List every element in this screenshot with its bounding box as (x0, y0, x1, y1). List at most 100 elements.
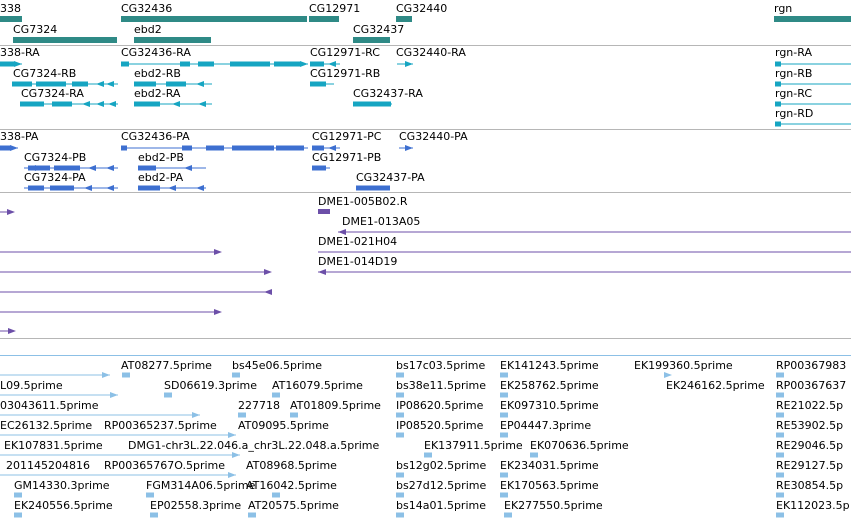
transcript-label[interactable]: ebd2-RA (134, 87, 181, 100)
est-label[interactable]: EK258762.5prime (500, 379, 599, 392)
gene-bar[interactable] (0, 16, 22, 22)
transcript-rna-track: 338-RA CG7324-RB CG7324-RA CG32436-RA eb… (0, 46, 851, 129)
protein-label[interactable]: ebd2-PA (138, 171, 184, 184)
transcript-label[interactable]: rgn-RC (775, 87, 813, 100)
est-label[interactable]: bs38e11.5prime (396, 379, 487, 392)
est-label[interactable]: bs45e06.5prime (232, 359, 323, 372)
gene-label[interactable]: 338 (0, 2, 21, 15)
clone-label[interactable]: DME1-021H04 (318, 235, 398, 248)
est-label[interactable]: 201145204816 (6, 459, 90, 472)
est-label[interactable]: EK277550.5prime (504, 499, 603, 512)
est-label[interactable]: EP02558.3prime (150, 499, 242, 512)
est-label[interactable]: bs12g02.5prime (396, 459, 487, 472)
est-label[interactable]: EK170563.5prime (500, 479, 599, 492)
est-label[interactable]: EC26132.5prime (0, 419, 93, 432)
gene-label[interactable]: CG32440 (396, 2, 448, 15)
transcript-label[interactable]: rgn-RA (775, 46, 812, 59)
transcript-label[interactable]: CG12971-RC (310, 46, 380, 59)
gene-label[interactable]: CG12971 (309, 2, 361, 15)
protein-label[interactable]: 338-PA (0, 130, 39, 143)
transcript-label[interactable]: CG7324-RB (13, 67, 77, 80)
est-label[interactable]: EK097310.5prime (500, 399, 599, 412)
transcript-label[interactable]: 338-RA (0, 46, 40, 59)
est-label[interactable]: SD06619.3prime (164, 379, 257, 392)
est-label[interactable]: FGM314A06.5prime (146, 479, 256, 492)
transcript-label[interactable]: CG32436-RA (121, 46, 191, 59)
transcript-label[interactable]: rgn-RB (775, 67, 813, 80)
protein-label[interactable]: CG32437-PA (356, 171, 425, 184)
gene-bar[interactable] (134, 37, 211, 43)
clone-label[interactable]: DME1-005B02.R (318, 195, 408, 208)
est-label[interactable]: RE30854.5p (776, 479, 844, 492)
gene-bar[interactable] (13, 37, 117, 43)
protein-label[interactable]: CG12971-PB (312, 151, 382, 164)
est-label[interactable]: AT16079.5prime (272, 379, 363, 392)
protein-label[interactable]: CG32436-PA (121, 130, 190, 143)
transcript-label[interactable]: CG7324-RA (21, 87, 84, 100)
clone-glyphs (0, 209, 851, 334)
gene-label[interactable]: rgn (774, 2, 793, 15)
est-label[interactable]: EK112023.5p (776, 499, 850, 512)
est-label[interactable]: DMG1-chr3L.22.046.a_chr3L.22.048.a.5prim… (128, 439, 380, 452)
est-label[interactable]: RP00367637 (776, 379, 847, 392)
gene-label[interactable]: CG32436 (121, 2, 173, 15)
est-label[interactable]: RP00365237.5prime (104, 419, 217, 432)
est-label[interactable]: EK246162.5prime (666, 379, 765, 392)
gene-bar[interactable] (121, 16, 307, 22)
transcript-label[interactable]: rgn-RD (775, 107, 814, 120)
gene-label[interactable]: ebd2 (134, 23, 162, 36)
transcript-label[interactable]: CG12971-RB (310, 67, 381, 80)
est-label[interactable]: EK107831.5prime (4, 439, 103, 452)
est-label[interactable]: IP08520.5prime (396, 419, 484, 432)
transcript-label[interactable]: ebd2-RB (134, 67, 181, 80)
protein-label[interactable]: CG7324-PB (24, 151, 87, 164)
clone-track: DME1-005B02.R DME1-013A05 DME1-021H04 DM… (0, 193, 851, 338)
est-label[interactable]: bs27d12.5prime (396, 479, 487, 492)
gene-label[interactable]: CG7324 (13, 23, 58, 36)
transcript-label[interactable]: CG32437-RA (353, 87, 423, 100)
gene-track: 338 CG7324 CG32436 ebd2 CG12971 CG32437 … (0, 0, 851, 45)
transcript-rna-glyphs (0, 61, 851, 127)
protein-label[interactable]: CG32440-PA (399, 130, 468, 143)
est-label[interactable]: EK199360.5prime (634, 359, 733, 372)
est-label[interactable]: RE53902.5p (776, 419, 844, 432)
clone-label[interactable]: DME1-014D19 (318, 255, 398, 268)
est-label[interactable]: EK240556.5prime (14, 499, 113, 512)
est-track: AT08277.5prime bs45e06.5prime bs17c03.5p… (0, 355, 851, 521)
est-label[interactable]: bs17c03.5prime (396, 359, 486, 372)
transcript-protein-track: 338-PA CG7324-PB CG7324-PA CG32436-PA eb… (0, 130, 851, 192)
protein-label[interactable]: ebd2-PB (138, 151, 184, 164)
clone-label[interactable]: DME1-013A05 (342, 215, 421, 228)
est-label[interactable]: bs14a01.5prime (396, 499, 486, 512)
est-label[interactable]: EK141243.5prime (500, 359, 599, 372)
est-label[interactable]: AT08277.5prime (121, 359, 212, 372)
protein-label[interactable]: CG7324-PA (24, 171, 86, 184)
est-label[interactable]: AT08968.5prime (246, 459, 337, 472)
est-label[interactable]: AT20575.5prime (248, 499, 339, 512)
est-label[interactable]: 03043611.5prime (0, 399, 99, 412)
est-label[interactable]: RE29046.5p (776, 439, 844, 452)
est-label[interactable]: EK137911.5prime (424, 439, 523, 452)
protein-label[interactable]: CG12971-PC (312, 130, 382, 143)
transcript-label[interactable]: CG32440-RA (396, 46, 466, 59)
est-label[interactable]: EK234031.5prime (500, 459, 599, 472)
est-label[interactable]: IP08620.5prime (396, 399, 484, 412)
est-label[interactable]: L09.5prime (0, 379, 63, 392)
est-label[interactable]: EK070636.5prime (530, 439, 629, 452)
est-label[interactable]: EP04447.3prime (500, 419, 592, 432)
est-label[interactable]: GM14330.3prime (14, 479, 110, 492)
track-divider (0, 338, 851, 339)
est-label[interactable]: 227718 (238, 399, 280, 412)
est-label[interactable]: AT09095.5prime (238, 419, 329, 432)
est-label[interactable]: AT16042.5prime (246, 479, 337, 492)
est-label[interactable]: AT01809.5prime (290, 399, 381, 412)
gene-bar[interactable] (353, 37, 390, 43)
gene-bar[interactable] (396, 16, 412, 22)
gene-bar[interactable] (309, 16, 339, 22)
est-label[interactable]: RE29127.5p (776, 459, 844, 472)
est-label[interactable]: RE21022.5p (776, 399, 844, 412)
est-label[interactable]: RP00365767O.5prime (104, 459, 226, 472)
est-label[interactable]: RP00367983 (776, 359, 847, 372)
gene-bar[interactable] (774, 16, 851, 22)
gene-label[interactable]: CG32437 (353, 23, 405, 36)
